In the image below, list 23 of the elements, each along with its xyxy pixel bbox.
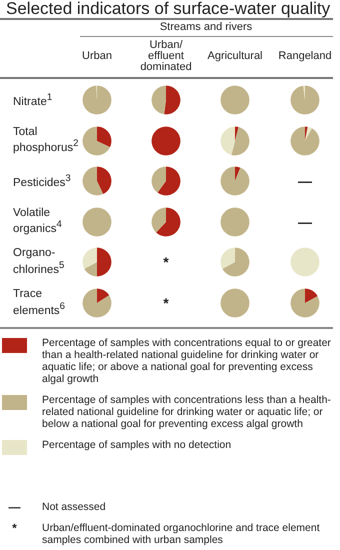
category-label: Urban <box>82 50 112 62</box>
category-label: Organo-chlorines$^{5}$ <box>13 247 64 276</box>
text: — <box>8 500 20 514</box>
category-label: Pesticides$^{3}$ <box>13 173 71 189</box>
category-label: Agricultural <box>207 50 263 62</box>
legend-label: Percentage of samples with concentrations equal to or greater than a health-related national guideline for drinking water or aquatic life; or above a national goal for preventing excess algal growth <box>42 337 331 385</box>
text: Urban/effluent-dominated organochlorine and trace element samples combined with urban samples <box>42 522 320 546</box>
legend-label: Percentage of samples with concentrations less than a health-related national guideline for drinking water or aquatic life; or below a national goal for preventing excess algal growth <box>42 394 331 430</box>
legend-label: Percentage of samples with no detection <box>42 439 232 451</box>
category-label: Total phosphorus$^{2}$ <box>13 126 78 154</box>
category-label: Rangeland <box>278 50 332 62</box>
text: — <box>298 173 312 190</box>
text: — <box>298 214 312 230</box>
text: Streams and rivers <box>160 21 252 33</box>
category-label: Nitrate$^{1}$ <box>13 92 52 108</box>
text: * <box>12 521 17 535</box>
text: * <box>163 254 169 270</box>
text: Selected indicators of surface-water quality <box>6 0 330 18</box>
text: * <box>163 295 169 311</box>
category-label: Urban/effluent dominated <box>139 39 193 73</box>
category-label: Volatile organics$^{4}$ <box>13 206 62 236</box>
text: Not assessed <box>42 501 106 513</box>
category-label: Trace elements$^{6}$ <box>13 288 65 316</box>
